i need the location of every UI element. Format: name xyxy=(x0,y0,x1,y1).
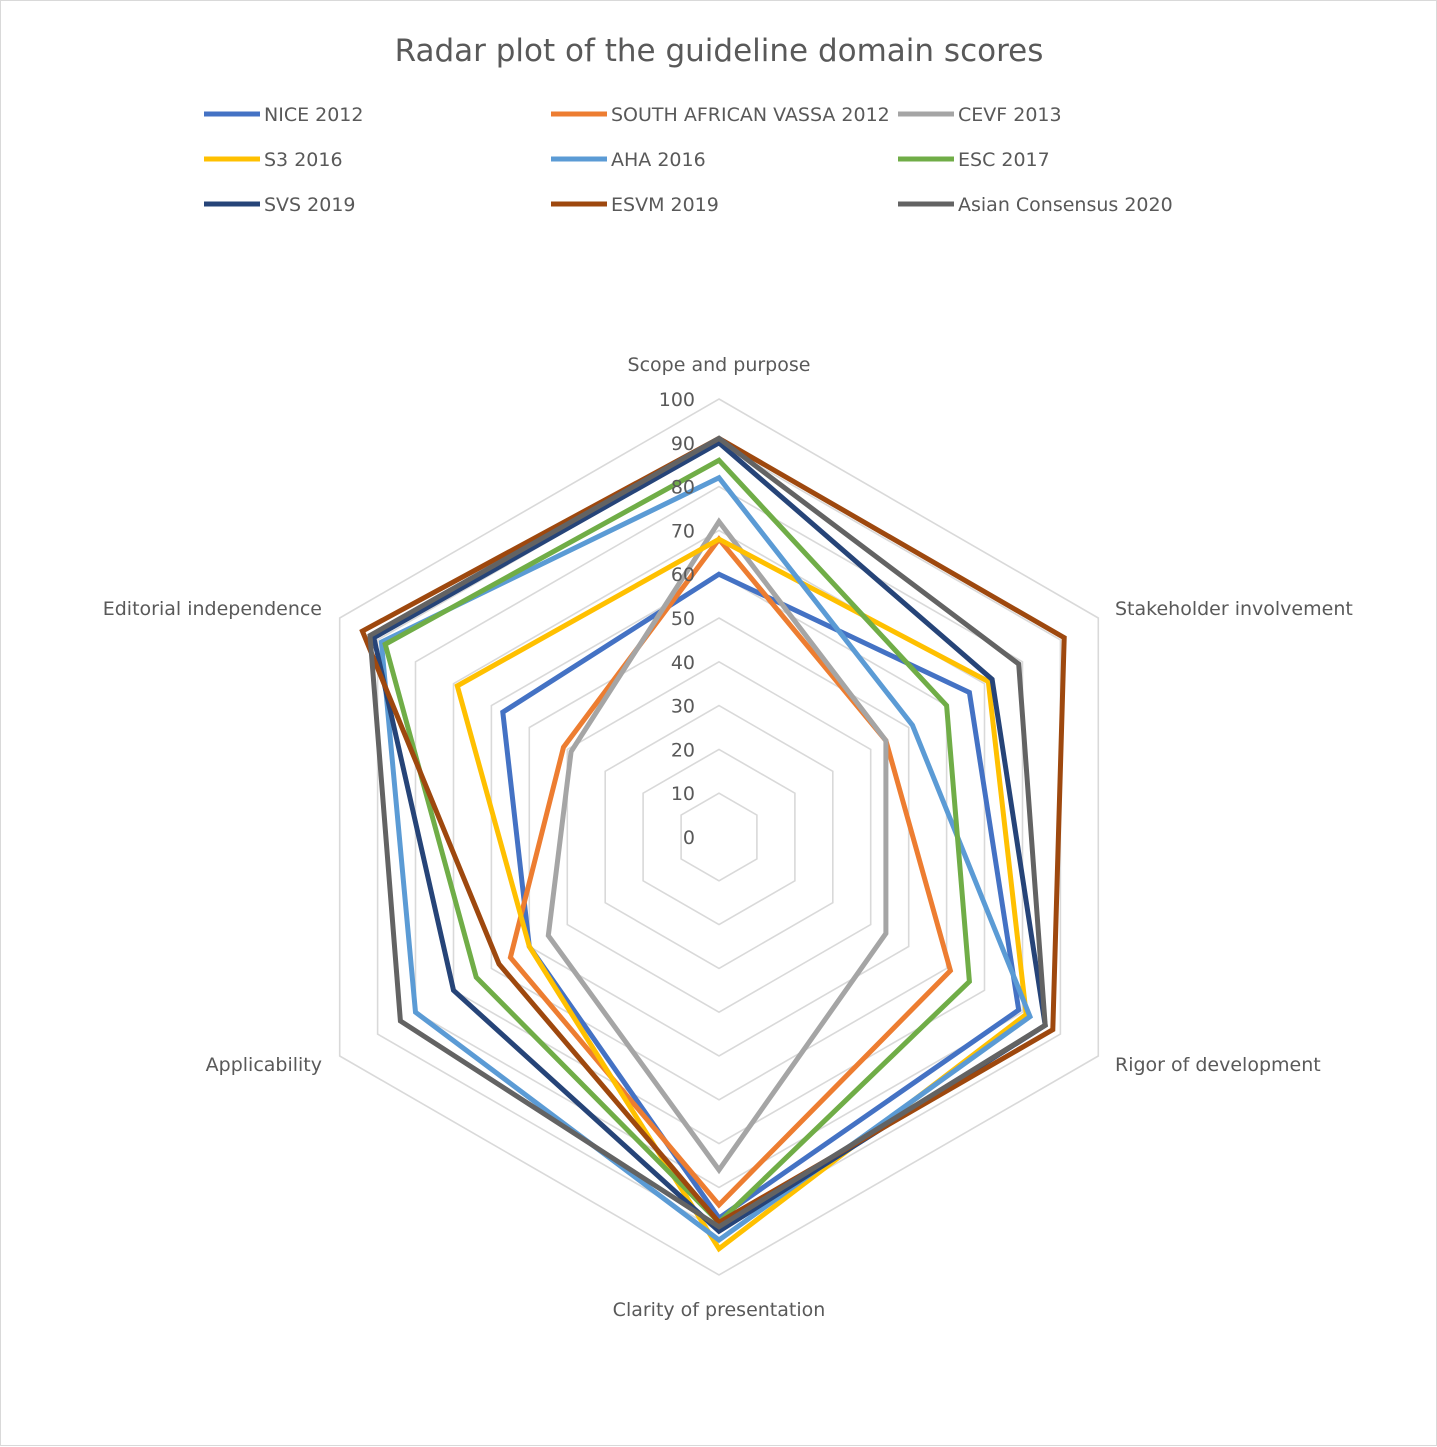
legend-label: Asian Consensus 2020 xyxy=(958,194,1173,216)
legend-label: CEVF 2013 xyxy=(958,104,1062,126)
radar-grid xyxy=(338,398,1100,1276)
tick-label: 100 xyxy=(659,389,695,411)
series-line-esvm-2019 xyxy=(359,435,1067,1226)
grid-ring-2 xyxy=(642,748,796,926)
series-line-asian-consensus-2020 xyxy=(367,435,1048,1230)
grid-ring-4 xyxy=(566,660,872,1014)
axis-label: Scope and purpose xyxy=(628,354,811,376)
legend-label: AHA 2016 xyxy=(611,149,706,171)
legend-item: ESC 2017 xyxy=(898,149,1050,171)
series-line-nice-2012 xyxy=(500,571,1022,1222)
series-line-s3-2016 xyxy=(454,536,1029,1253)
tick-label: 80 xyxy=(671,477,695,499)
legend-item: S3 2016 xyxy=(204,149,343,171)
series-line-cevf-2013 xyxy=(545,517,889,1175)
legend-item: SOUTH AFRICAN VASSA 2012 xyxy=(551,104,890,126)
legend-label: ESC 2017 xyxy=(958,149,1050,171)
axis-label: Stakeholder involvement xyxy=(1115,598,1353,620)
tick-label: 60 xyxy=(671,564,695,586)
grid-ring-10 xyxy=(338,398,1100,1276)
legend-label: S3 2016 xyxy=(264,149,343,171)
legend-item: SVS 2019 xyxy=(204,194,356,216)
axis-label: Clarity of presentation xyxy=(613,1299,826,1321)
legend-label: SOUTH AFRICAN VASSA 2012 xyxy=(611,104,890,126)
legend-item: ESVM 2019 xyxy=(551,194,719,216)
grid-ring-7 xyxy=(452,529,986,1145)
legend-item: Asian Consensus 2020 xyxy=(898,194,1173,216)
legend-label: ESVM 2019 xyxy=(611,194,719,216)
tick-label: 50 xyxy=(671,608,695,630)
grid-ring-8 xyxy=(414,485,1024,1189)
series-lines xyxy=(359,435,1067,1253)
tick-label: 0 xyxy=(683,827,695,849)
legend-item: NICE 2012 xyxy=(204,104,363,126)
legend-item: CEVF 2013 xyxy=(898,104,1062,126)
legend: NICE 2012 SOUTH AFRICAN VASSA 2012 CEVF 20… xyxy=(204,104,1173,216)
tick-label: 90 xyxy=(671,433,695,455)
tick-label: 10 xyxy=(671,783,695,805)
series-line-svs-2019 xyxy=(370,439,1048,1235)
legend-label: NICE 2012 xyxy=(264,104,363,126)
axis-labels: Scope and purpose Stakeholder involvement… xyxy=(103,354,1353,1321)
axis-label: Rigor of development xyxy=(1115,1054,1321,1076)
grid-ring-1 xyxy=(680,792,758,882)
tick-label: 40 xyxy=(671,652,695,674)
series-line-aha-2016 xyxy=(378,474,1034,1244)
legend-item: AHA 2016 xyxy=(551,149,706,171)
axis-label: Editorial independence xyxy=(103,598,322,620)
radial-tick-labels: 0 10 20 30 40 50 60 70 80 90 100 xyxy=(659,389,695,849)
chart-title: Radar plot of the guideline domain score… xyxy=(395,33,1044,69)
grid-ring-3 xyxy=(604,704,834,970)
legend-label: SVS 2019 xyxy=(264,194,356,216)
tick-label: 30 xyxy=(671,696,695,718)
axis-label: Applicability xyxy=(206,1054,322,1076)
grid-ring-5 xyxy=(528,617,910,1057)
tick-label: 70 xyxy=(671,520,695,542)
tick-label: 20 xyxy=(671,739,695,761)
